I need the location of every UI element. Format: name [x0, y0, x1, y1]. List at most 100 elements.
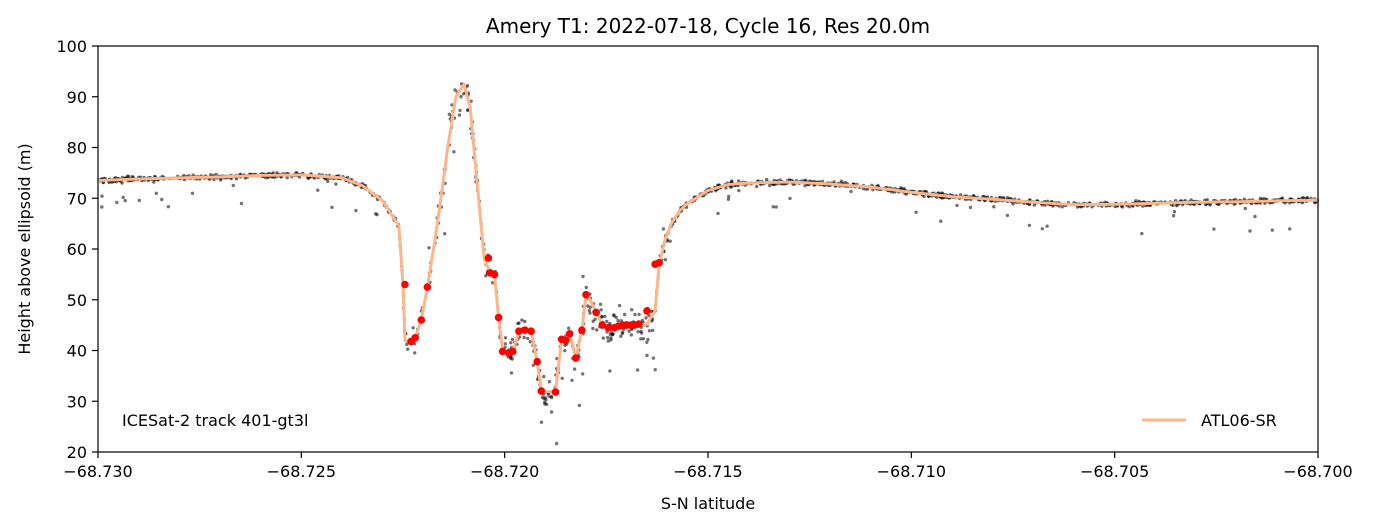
x-tick-label: −68.720 [470, 462, 539, 481]
photon-point [1127, 205, 1132, 209]
photon-point [617, 303, 622, 308]
photon-point [849, 189, 853, 194]
photon-point [447, 112, 451, 117]
photon-point [1005, 213, 1010, 218]
photon-point [788, 196, 792, 201]
photon-point [612, 314, 616, 318]
photon-point [606, 339, 610, 343]
photon-point [406, 347, 410, 351]
track-annotation: ICESat-2 track 401-gt3l [122, 411, 308, 430]
photon-point [616, 318, 620, 323]
photon-point [724, 186, 728, 190]
photon-point [645, 353, 649, 358]
photon-point [121, 195, 125, 200]
photon-point [427, 246, 431, 250]
photon-point [605, 319, 609, 324]
highlight-point [411, 334, 420, 342]
highlight-point [551, 388, 560, 396]
photon-point [152, 180, 156, 184]
photon-point [457, 113, 462, 117]
photon-point [639, 337, 643, 341]
photon-point [584, 285, 588, 290]
photon-point [120, 181, 124, 185]
photon-point [1253, 214, 1257, 219]
photon-point [595, 328, 599, 332]
photon-point [599, 308, 603, 312]
y-tick-label: 70 [67, 189, 87, 208]
photon-point [166, 205, 171, 209]
photon-point [653, 368, 657, 372]
highlight-point [490, 270, 499, 279]
photon-point [668, 239, 672, 243]
highlight-point [423, 283, 432, 291]
y-tick-label: 20 [67, 443, 87, 462]
photon-point [523, 319, 527, 324]
x-tick-label: −68.710 [877, 462, 946, 481]
photon-point [547, 380, 552, 384]
photon-point [326, 179, 330, 184]
photon-point [608, 332, 612, 337]
highlight-point [635, 320, 643, 328]
photon-point [645, 340, 649, 345]
photon-point [452, 150, 456, 154]
photon-point [627, 329, 631, 333]
photon-point [716, 211, 720, 216]
photon-point [765, 177, 769, 182]
photon-point [600, 314, 604, 319]
y-tick-label: 90 [67, 88, 87, 107]
photon-point [992, 205, 996, 209]
x-tick-label: −68.730 [63, 462, 132, 481]
photon-point [1305, 195, 1310, 200]
highlight-points [401, 254, 663, 396]
photon-point [413, 351, 417, 355]
photon-point [542, 374, 546, 379]
photon-point [587, 308, 591, 313]
photon-point [453, 88, 457, 92]
photon-point [1172, 210, 1177, 214]
photon-point [190, 191, 195, 195]
photon-point [598, 302, 603, 306]
photon-point [651, 356, 656, 360]
y-tick-label: 60 [67, 240, 87, 259]
photon-point [516, 321, 520, 326]
photon-point [1288, 227, 1292, 231]
photon-point [609, 336, 613, 340]
photon-point [531, 363, 535, 367]
highlight-point [533, 357, 541, 366]
x-tick-label: −68.705 [1080, 462, 1149, 481]
highlight-point [655, 258, 663, 267]
photon-point [459, 95, 463, 99]
photon-point [539, 420, 544, 424]
photon-point [1040, 227, 1045, 231]
photon-point [572, 367, 577, 371]
photon-point [503, 336, 508, 340]
highlight-point [592, 308, 600, 317]
photon-point [640, 318, 645, 323]
photon-point [610, 332, 615, 336]
photon-point [620, 331, 624, 336]
photon-point [160, 197, 164, 202]
photon-point [608, 369, 612, 373]
photon-point [577, 403, 582, 408]
photon-point [647, 329, 652, 333]
photon-point [443, 232, 447, 236]
photon-point [647, 313, 651, 318]
photon-point [958, 193, 963, 197]
photon-point [727, 194, 731, 199]
photon-point [1212, 227, 1216, 231]
highlight-point [509, 347, 517, 356]
chart-title: Amery T1: 2022-07-18, Cycle 16, Res 20.0… [486, 14, 930, 38]
photon-point [526, 336, 530, 341]
photon-point [633, 312, 637, 317]
photon-point [876, 183, 880, 188]
photon-point [334, 182, 338, 186]
photon-point [663, 258, 668, 262]
photon-point [563, 348, 567, 353]
photon-point [768, 183, 772, 188]
highlight-point [498, 347, 507, 356]
x-tick-label: −68.725 [267, 462, 336, 481]
photon-point [1208, 203, 1212, 207]
photon-point [450, 103, 454, 107]
